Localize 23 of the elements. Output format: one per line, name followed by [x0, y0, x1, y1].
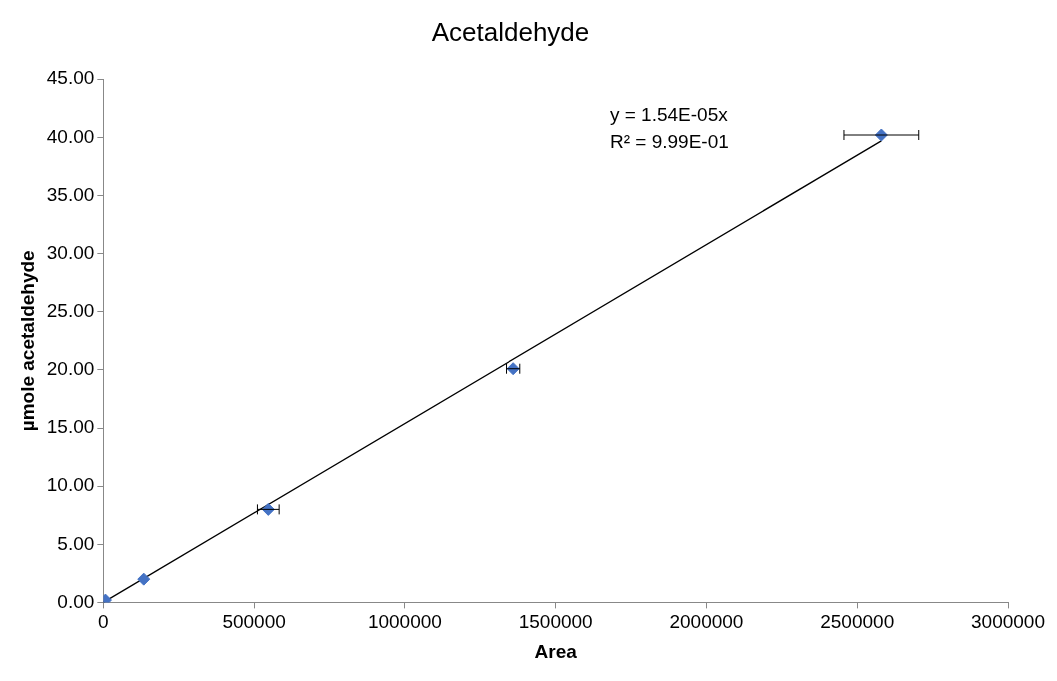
- x-tick-label: 1000000: [367, 611, 442, 633]
- y-tick-label: 20.00: [46, 358, 95, 380]
- x-tick-label: 2000000: [669, 611, 744, 633]
- y-tick-label: 0.00: [57, 590, 95, 612]
- y-tick-label: 10.00: [46, 474, 95, 496]
- y-tick-label: 25.00: [46, 299, 95, 321]
- x-tick-label: 1500000: [518, 611, 593, 633]
- chart-title: Acetaldehyde: [431, 16, 590, 47]
- y-tick-label: 35.00: [46, 183, 95, 205]
- annotation: R² = 9.99E-01: [609, 131, 729, 153]
- x-tick-label: 3000000: [971, 611, 1045, 633]
- y-tick-label: 40.00: [46, 125, 95, 147]
- x-tick-label: 0: [98, 611, 109, 633]
- y-tick-label: 30.00: [46, 241, 95, 263]
- y-tick-label: 5.00: [57, 532, 95, 554]
- y-axis-title: µmole acetaldehyde: [16, 250, 38, 432]
- x-tick-label: 500000: [222, 611, 286, 633]
- y-tick-label: 15.00: [46, 416, 95, 438]
- annotation: y = 1.54E-05x: [609, 104, 729, 126]
- x-axis-title: Area: [534, 640, 578, 662]
- point: [137, 572, 151, 586]
- x-tick-label: 2500000: [820, 611, 895, 633]
- y-tick-label: 45.00: [46, 67, 95, 89]
